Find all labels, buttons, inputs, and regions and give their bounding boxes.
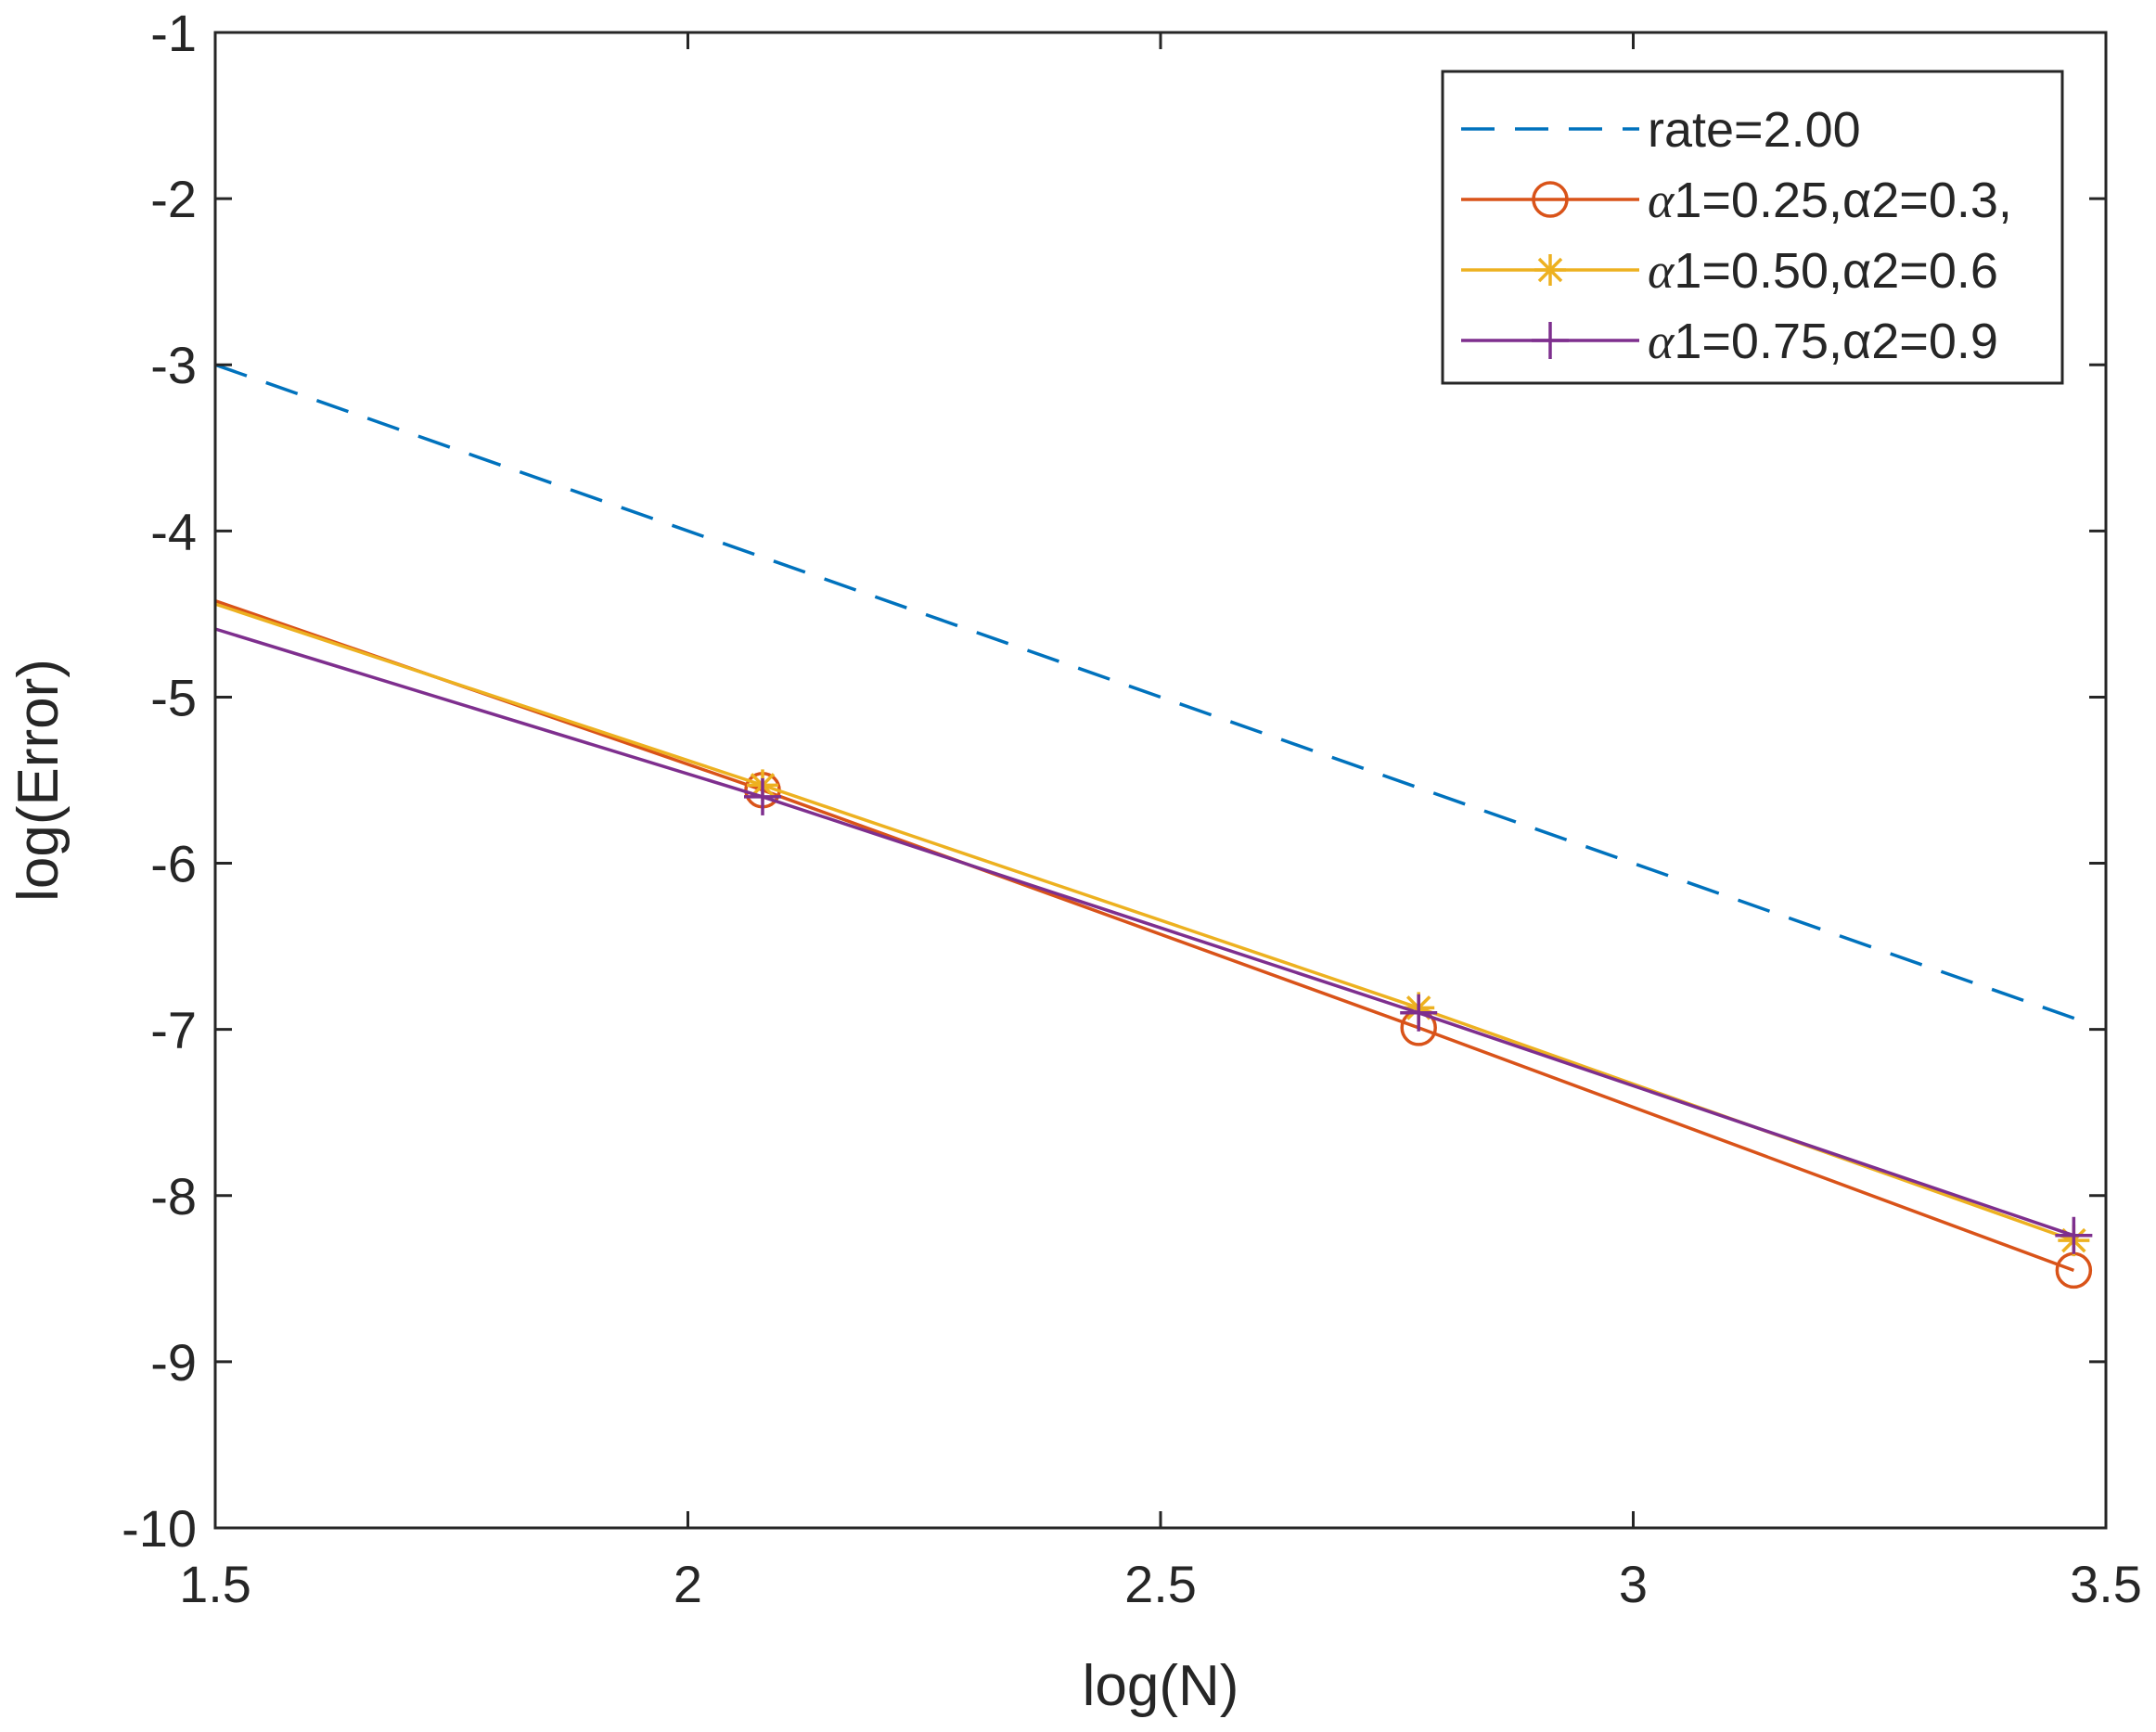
plus-marker (744, 777, 782, 815)
series-line (214, 363, 2078, 1021)
series-layer (214, 363, 2093, 1289)
x-tick-label: 1.5 (179, 1555, 251, 1613)
legend-entry: α1=0.25,α2=0.3, (1461, 173, 2012, 228)
x-axis-title: log(N) (1083, 1654, 1239, 1718)
legend-entry: α1=0.50,α2=0.6 (1461, 243, 1998, 299)
y-tick-label: -4 (150, 502, 197, 560)
legend-entry: α1=0.75,α2=0.9 (1461, 314, 1998, 369)
series-0 (214, 363, 2078, 1021)
legend-label: α1=0.50,α2=0.6 (1648, 243, 1998, 299)
y-tick-label: -10 (122, 1499, 197, 1558)
circle-marker (1532, 181, 1569, 218)
plus-marker (2055, 1216, 2093, 1254)
legend-label: α1=0.25,α2=0.3, (1648, 173, 2012, 228)
series-3 (214, 627, 2093, 1254)
x-tick-label: 3.5 (2070, 1555, 2142, 1613)
legend-entry: rate=2.00 (1461, 102, 1861, 158)
legend-label: α1=0.75,α2=0.9 (1648, 314, 1998, 369)
y-axis-title: log(Error) (6, 659, 71, 902)
y-tick-label: -7 (150, 1001, 197, 1059)
y-tick-label: -5 (150, 668, 197, 726)
ticks-layer: 1.5 2 2.5 3 3.5 -10 -9 -8 -7 -6 -5 -4 -3 -2 -1 (122, 4, 2142, 1613)
plus-marker (1400, 994, 1438, 1032)
y-tick-label: -1 (150, 4, 197, 62)
series-line (214, 627, 2074, 1238)
y-tick-label: -3 (150, 336, 197, 394)
y-tick-label: -8 (150, 1167, 197, 1225)
y-tick-label: -2 (150, 170, 197, 228)
plus-marker (1532, 322, 1569, 359)
legend: rate=2.00 α1=0.25,α2=0.3, α1=0.50,α2=0.6 α1… (1441, 70, 2064, 385)
y-tick-label: -9 (150, 1333, 197, 1392)
legend-box (1441, 70, 2064, 385)
x-tick-label: 3 (1619, 1555, 1648, 1613)
x-tick-label: 2 (674, 1555, 702, 1613)
y-tick-label: -6 (150, 835, 197, 893)
asterisk-marker (1534, 254, 1566, 286)
legend-label: rate=2.00 (1648, 102, 1861, 158)
x-tick-label: 2.5 (1124, 1555, 1197, 1613)
